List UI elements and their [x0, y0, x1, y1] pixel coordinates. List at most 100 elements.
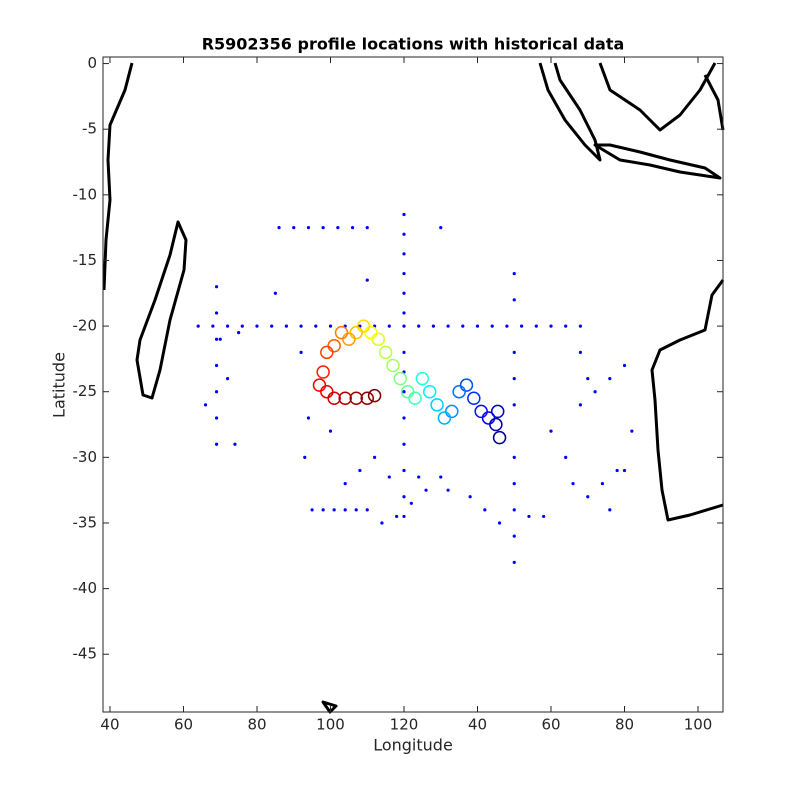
- profile-point: [452, 384, 466, 399]
- profile-point: [422, 384, 437, 399]
- historical-point: [578, 350, 583, 354]
- profile-point: [327, 391, 341, 406]
- coastline-island: [703, 74, 725, 131]
- profile-point: [490, 404, 505, 419]
- x-tick-label: 120: [390, 716, 419, 734]
- historical-point: [512, 560, 516, 564]
- profile-point: [386, 358, 400, 373]
- coastline-africa: [102, 62, 134, 291]
- historical-point: [225, 324, 230, 328]
- historical-point: [321, 226, 325, 230]
- historical-point: [211, 324, 215, 328]
- x-tick-label: 80: [615, 716, 634, 734]
- historical-point: [402, 468, 406, 473]
- historical-point: [512, 403, 516, 407]
- historical-point: [402, 271, 406, 276]
- historical-point: [299, 350, 303, 354]
- coastline-island: [321, 700, 338, 714]
- historical-point: [240, 324, 244, 328]
- historical-point: [328, 429, 333, 433]
- historical-point: [534, 324, 538, 328]
- historical-point: [578, 403, 583, 407]
- historical-point: [350, 226, 355, 230]
- historical-point: [365, 226, 369, 230]
- y-tick-label: -45: [73, 645, 98, 663]
- historical-point: [277, 226, 281, 230]
- profile-point: [415, 371, 430, 386]
- historical-point: [402, 514, 406, 519]
- historical-point: [402, 442, 406, 446]
- historical-point: [372, 455, 377, 459]
- historical-point: [402, 212, 406, 217]
- historical-point: [402, 390, 406, 394]
- historical-point: [512, 482, 516, 486]
- historical-point: [608, 508, 612, 512]
- x-tick-label: 60: [174, 716, 193, 734]
- historical-point: [586, 376, 590, 381]
- historical-point: [365, 508, 369, 512]
- historical-point: [424, 488, 428, 492]
- historical-point: [527, 514, 531, 519]
- historical-point: [615, 468, 619, 473]
- historical-point: [214, 285, 219, 289]
- historical-point: [630, 429, 634, 433]
- historical-point: [321, 508, 325, 512]
- profile-point: [316, 365, 330, 379]
- historical-point: [314, 324, 318, 328]
- historical-point: [214, 337, 219, 341]
- historical-point: [402, 495, 406, 499]
- x-tick-label: 40: [468, 716, 487, 734]
- historical-point: [284, 324, 288, 328]
- x-axis-label: Longitude: [373, 736, 453, 755]
- historical-point: [358, 468, 362, 473]
- x-tick-label: 100: [684, 716, 713, 734]
- profile-point: [360, 391, 374, 406]
- historical-point: [446, 488, 450, 492]
- historical-point: [380, 521, 384, 525]
- historical-point: [310, 508, 314, 512]
- profile-point: [349, 391, 363, 406]
- profile-point: [367, 388, 382, 403]
- historical-point: [446, 324, 450, 328]
- coastline-borneo: [598, 62, 717, 132]
- historical-point: [196, 324, 200, 328]
- y-tick-label: -35: [73, 513, 98, 531]
- coastline-java: [593, 143, 722, 180]
- historical-point: [571, 482, 575, 486]
- x-tick-label: 100: [316, 716, 345, 734]
- historical-point: [402, 311, 406, 315]
- y-tick-label: -40: [73, 579, 98, 597]
- historical-point: [622, 363, 627, 368]
- historical-point: [255, 324, 259, 328]
- historical-point: [332, 508, 336, 512]
- historical-point: [512, 455, 516, 459]
- profile-point: [437, 411, 452, 425]
- historical-point: [512, 508, 516, 512]
- historical-point: [328, 324, 333, 328]
- historical-point: [417, 475, 421, 479]
- profile-point: [393, 371, 408, 386]
- y-tick-label: -5: [82, 120, 97, 138]
- historical-point: [512, 271, 516, 276]
- y-axis-label: Latitude: [50, 352, 69, 418]
- historical-point: [549, 429, 553, 433]
- profile-point: [320, 345, 334, 360]
- historical-point: [214, 363, 219, 368]
- historical-point: [387, 324, 391, 328]
- historical-point: [622, 468, 627, 473]
- historical-point: [303, 455, 307, 459]
- historical-point: [593, 390, 597, 394]
- y-tick-label: -25: [73, 382, 98, 400]
- y-tick-label: -30: [73, 448, 98, 466]
- coastline-australia: [650, 279, 725, 522]
- historical-point: [512, 534, 516, 538]
- historical-point: [402, 324, 406, 328]
- historical-point: [483, 508, 487, 512]
- historical-point: [214, 390, 219, 394]
- profile-point: [474, 404, 488, 419]
- historical-point: [402, 291, 406, 295]
- plot-frame: [102, 56, 724, 713]
- coastlines: [102, 62, 725, 714]
- historical-point: [225, 376, 230, 381]
